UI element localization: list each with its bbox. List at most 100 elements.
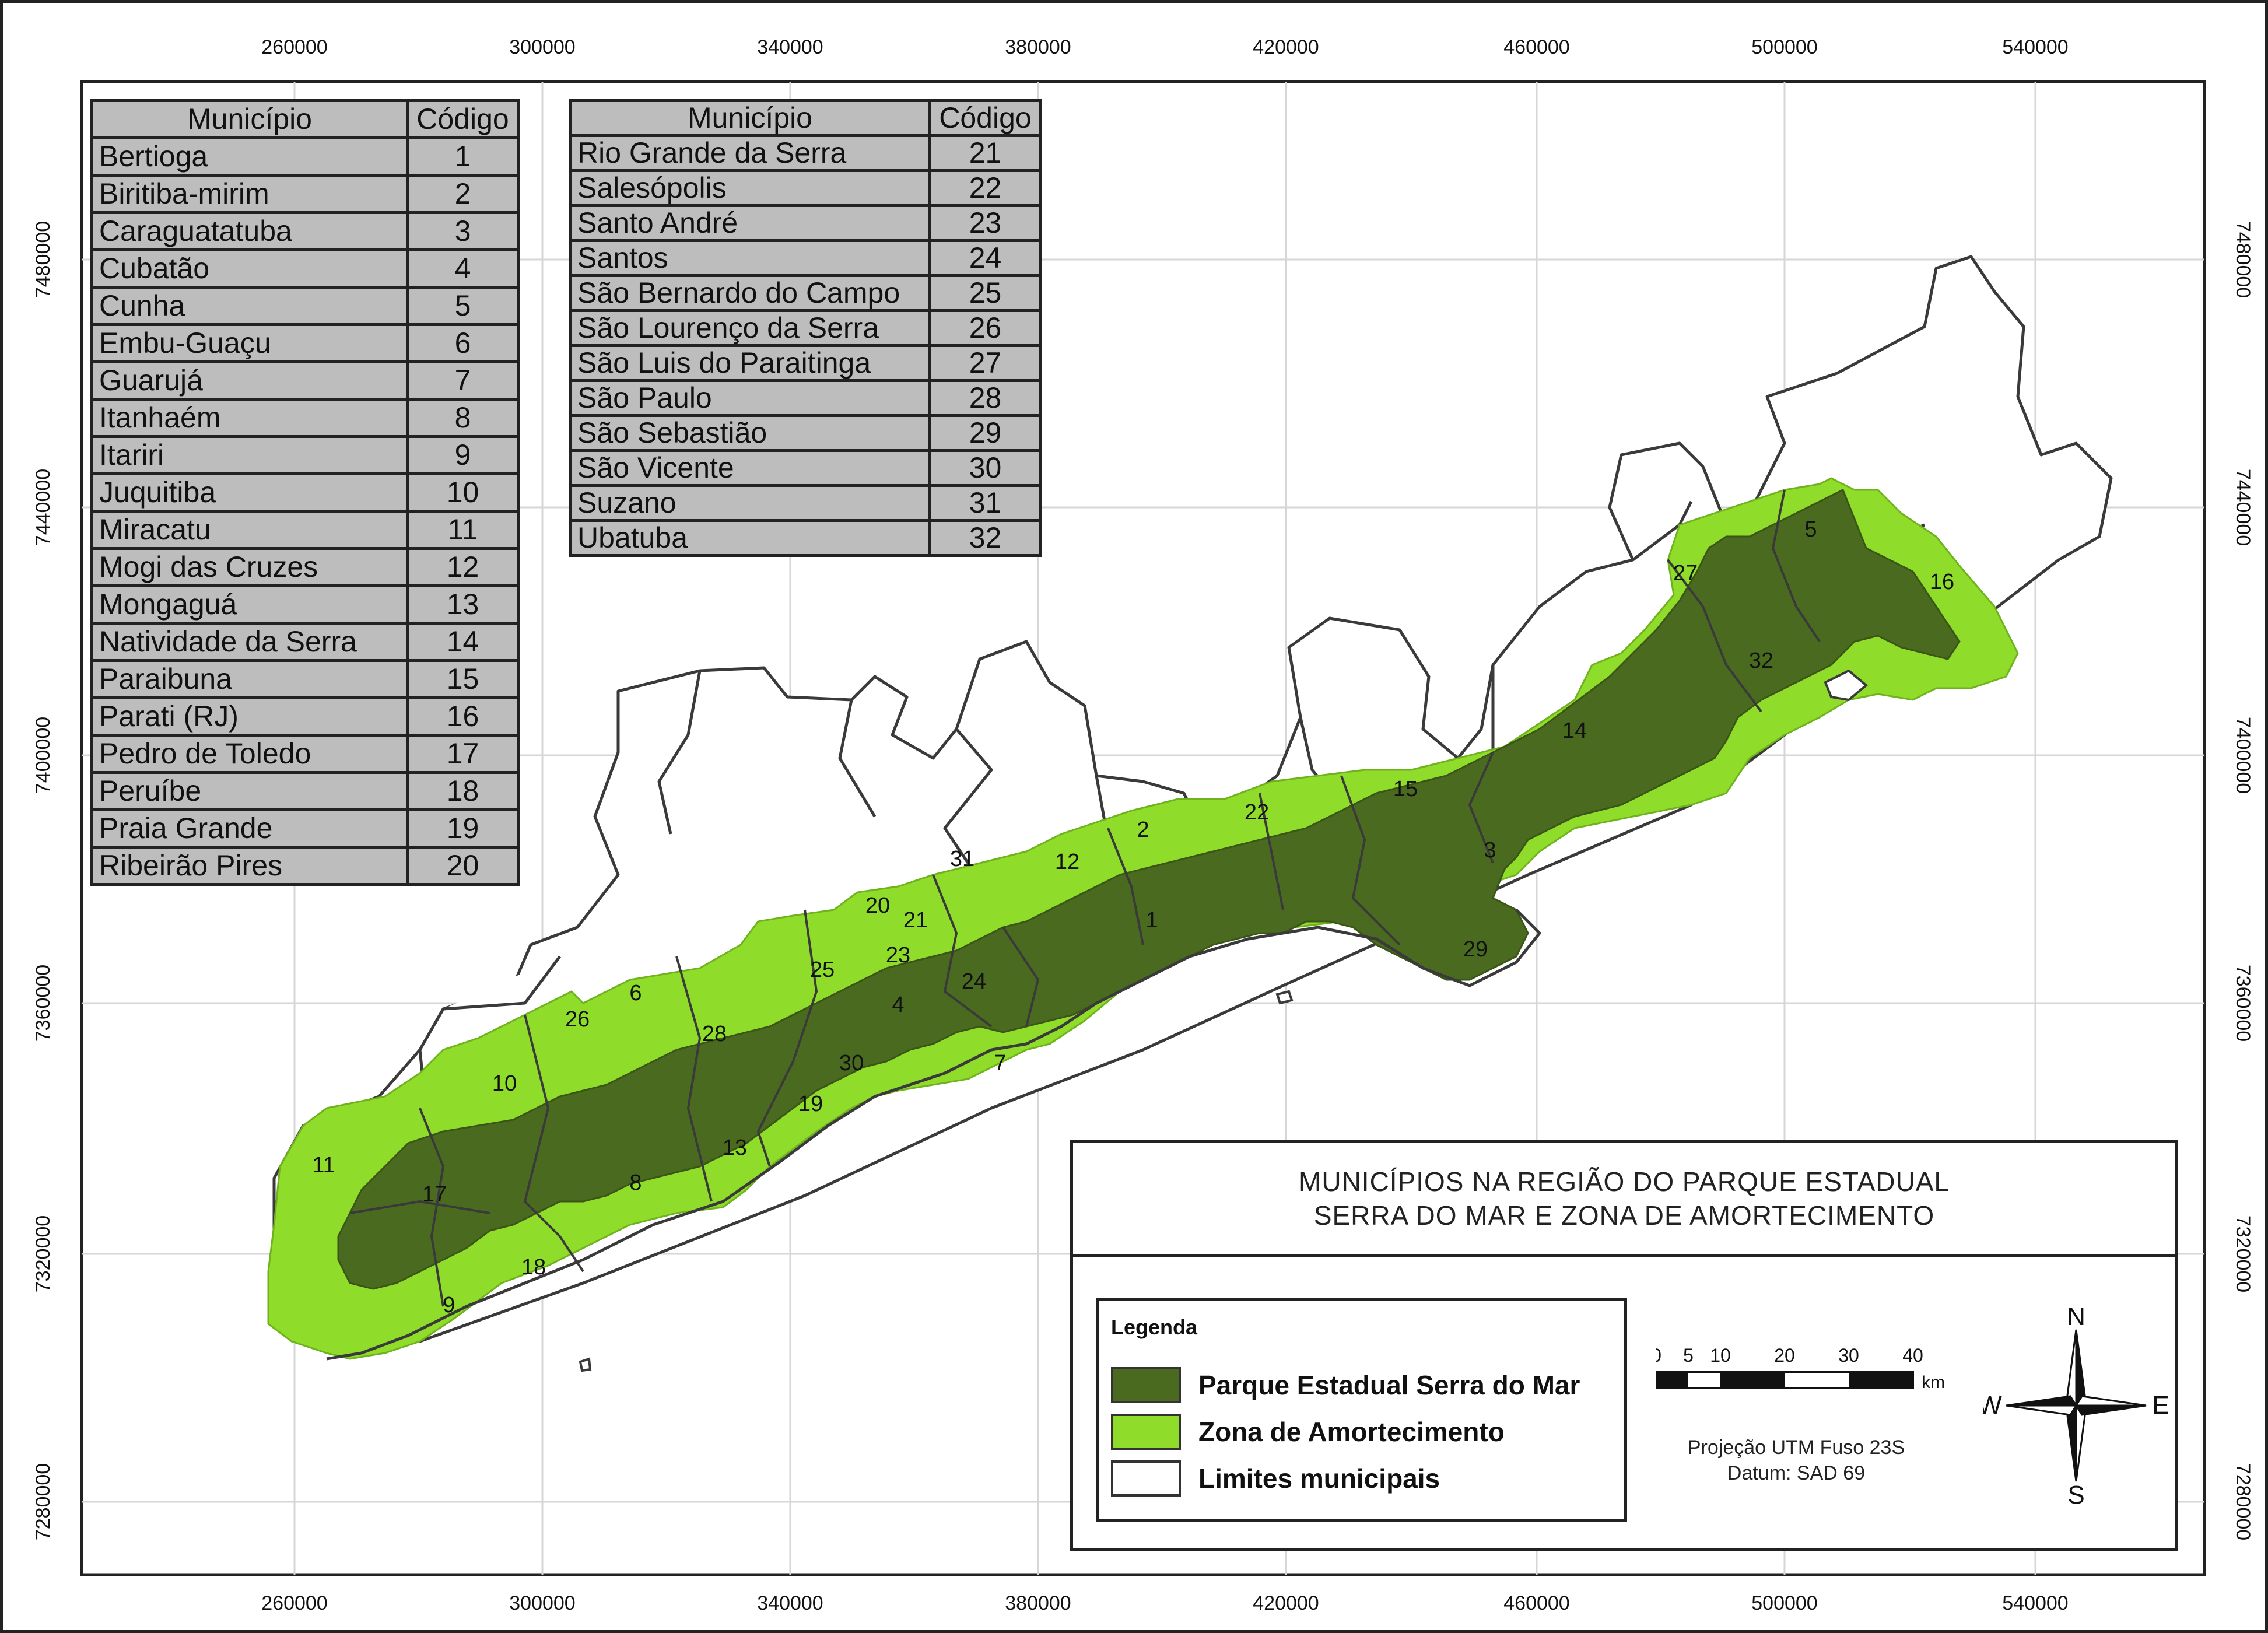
municipio-cell: São Vicente [569,449,931,487]
municipality-label: 32 [1749,649,1773,673]
limit-line-7 [1259,793,1284,910]
x-tick-label: 300000 [509,1592,575,1614]
municipio-cell: Santos [569,239,931,277]
municipality-label: 24 [962,969,986,994]
municipio-cell: Guarujá [90,360,409,401]
legend-label-park: Parque Estadual Serra do Mar [1198,1370,1580,1400]
municipio-cell: Pedro de Toledo [90,734,409,774]
x-tick-label: 500000 [1751,1592,1817,1614]
limit-line-8 [1340,775,1401,946]
codigo-cell: 31 [928,484,1042,522]
codigo-cell: 4 [406,248,520,289]
y-tick-label: 7400000 [2232,717,2254,794]
compass-rose-icon [2006,1329,2147,1482]
table-row: Santos 24 [569,239,1042,277]
table-row: Itanhaém 8 [90,398,520,438]
scale-tick-label: 20 [1774,1345,1795,1366]
table-row: Juquitiba 10 [90,472,520,513]
municipio-cell: Santo André [569,204,931,242]
table-row: Rio Grande da Serra 21 [569,134,1042,172]
municipality-label: 1 [1145,908,1158,933]
projection-info: Projeção UTM Fuso 23S Datum: SAD 69 [1650,1435,1942,1486]
x-tick-label: 380000 [1005,1592,1071,1614]
y-tick-label: 7320000 [2232,1215,2254,1292]
legend: Legenda Parque Estadual Serra do Mar Zon… [1096,1298,1627,1522]
scale-bar: 0 5 10 20 30 40 km [1656,1345,1945,1392]
municipality-label: 4 [892,993,904,1017]
table-row: Itariri 9 [90,435,520,475]
municipio-cell: São Bernardo do Campo [569,274,931,312]
municipality-table-1: Município Código Bertioga 1 Biritiba-mirim… [90,99,520,886]
x-ticks-top: 260000 300000 340000 380000 420000 460000 5000… [261,36,2068,58]
codigo-cell: 11 [406,510,520,550]
municipality-table-2: Município Código Rio Grande da Serra 21 Sa… [569,99,1042,557]
y-tick-label: 7360000 [2232,965,2254,1042]
municipality-label: 5 [1804,517,1817,542]
legend-item-buffer: Zona de Amortecimento [1111,1411,1505,1452]
x-ticks-bottom: 260000 300000 340000 380000 420000 460000 5000… [261,1592,2068,1614]
island-2 [579,1357,592,1372]
codigo-cell: 27 [928,344,1042,382]
table-row: Miracatu 11 [90,510,520,550]
projection-line1: Projeção UTM Fuso 23S [1687,1436,1905,1459]
municipio-cell: Miracatu [90,510,409,550]
table-row: Praia Grande 19 [90,808,520,849]
limit-line-11 [1771,489,1821,643]
table-row: São Luis do Paraitinga 27 [569,344,1042,382]
municipality-label: 28 [702,1022,727,1046]
municipio-cell: Itariri [90,435,409,475]
codigo-cell: 7 [406,360,520,401]
municipio-cell: Ribeirão Pires [90,846,409,886]
municipality-label: 8 [629,1171,642,1195]
table-row: São Bernardo do Campo 25 [569,274,1042,312]
codigo-cell: 24 [928,239,1042,277]
municipality-label: 3 [1484,838,1496,863]
table-row: São Vicente 30 [569,449,1042,487]
municipio-cell: São Paulo [569,379,931,417]
table-header-row: Município Código [569,99,1042,137]
municipio-cell: Biritiba-mirim [90,174,409,214]
codigo-cell: 21 [928,134,1042,172]
map-title-line2: SERRA DO MAR E ZONA DE AMORTECIMENTO [1313,1200,1935,1231]
table-row: Mongaguá 13 [90,584,520,625]
scale-unit: km [1922,1373,1945,1392]
y-ticks-right: 7480000 7440000 7400000 7360000 7320000 72800… [2232,221,2254,1540]
legend-label-buffer: Zona de Amortecimento [1198,1417,1505,1447]
legend-item-park: Parque Estadual Serra do Mar [1111,1365,1580,1406]
municipality-label: 22 [1245,800,1269,825]
compass-n: N [2067,1306,2085,1331]
limit-line-5 [932,874,993,1028]
internal-limits [349,489,1821,1307]
municipio-cell: Natividade da Serra [90,622,409,662]
municipality-labels: 1234567891011121314151617181920212223242… [312,517,1954,1317]
municipality-label: 15 [1393,777,1418,801]
y-tick-label: 7320000 [32,1215,54,1292]
legend-item-limits: Limites municipais [1111,1458,1440,1499]
scale-tick-label: 30 [1838,1345,1859,1366]
limit-line-10 [1667,559,1762,713]
codigo-cell: 15 [406,659,520,699]
table-row: Parati (RJ) 16 [90,696,520,737]
table-row: Mogi das Cruzes 12 [90,547,520,587]
municipio-cell: Embu-Guaçu [90,323,409,363]
municipality-label: 17 [422,1182,447,1207]
codigo-cell: 5 [406,286,520,326]
x-tick-label: 540000 [2002,36,2068,58]
municipality-label: 25 [810,958,835,982]
municipality-label: 26 [565,1007,590,1032]
codigo-cell: 12 [406,547,520,587]
table-row: São Paulo 28 [569,379,1042,417]
x-tick-label: 420000 [1253,1592,1319,1614]
municipality-label: 13 [723,1136,747,1160]
codigo-cell: 22 [928,169,1042,207]
scale-ticks: 0 5 10 20 30 40 [1656,1345,1923,1366]
compass-e: E [2152,1391,2169,1420]
table-row: São Lourenço da Serra 26 [569,309,1042,347]
x-tick-label: 500000 [1751,36,1817,58]
table-row: Peruíbe 18 [90,771,520,811]
x-tick-label: 260000 [261,36,327,58]
x-tick-label: 460000 [1503,1592,1569,1614]
municipality-label: 29 [1463,937,1488,962]
limit-line-13 [1002,926,1040,1027]
municipality-label: 11 [312,1153,335,1178]
